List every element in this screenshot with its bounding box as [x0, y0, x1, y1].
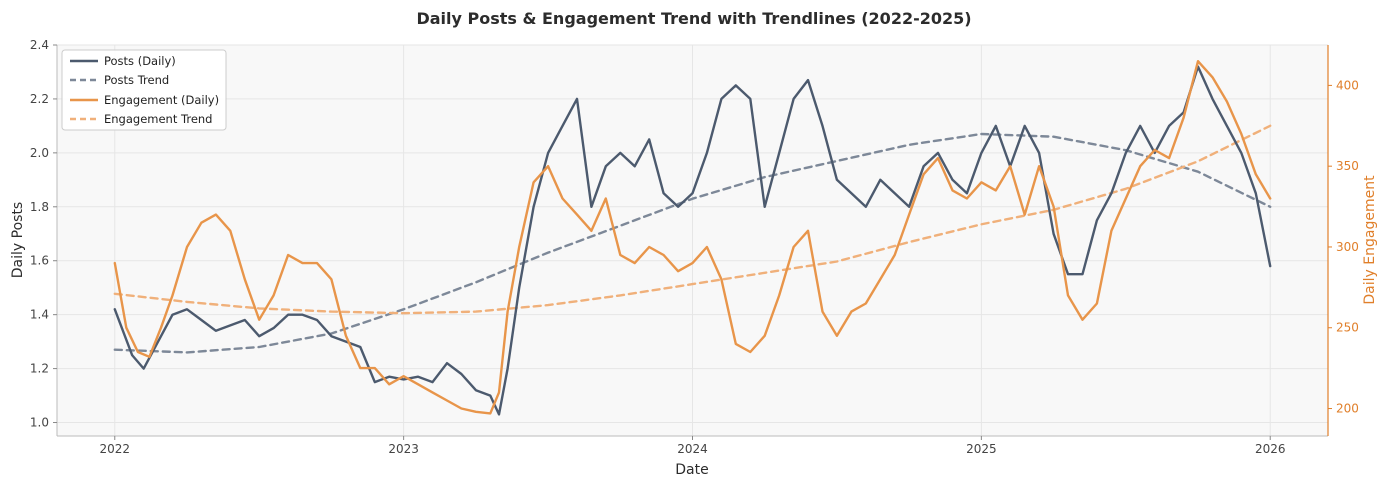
- y-left-tick-label: 2.0: [30, 146, 49, 160]
- legend-label-posts-trend: Posts Trend: [104, 73, 169, 87]
- x-axis-label: Date: [675, 462, 708, 478]
- legend-label-posts: Posts (Daily): [104, 54, 176, 68]
- x-tick-label: 2024: [677, 442, 708, 456]
- posts-daily-line: [113, 65, 1272, 416]
- y-right-tick-label: 350: [1336, 159, 1359, 173]
- posts-trend-line: [113, 132, 1272, 354]
- y-right-tick-label: 200: [1336, 402, 1359, 416]
- legend-label-engagement: Engagement (Daily): [104, 93, 219, 107]
- engagement-daily-line: [113, 60, 1272, 415]
- y-left-tick-label: 1.2: [30, 362, 49, 376]
- engagement-trend-line: [113, 124, 1272, 315]
- y-right-axis-label: Daily Engagement: [1362, 175, 1378, 305]
- y-left-tick-label: 2.2: [30, 92, 49, 106]
- x-tick-label: 2025: [966, 442, 997, 456]
- y-left-tick-label: 1.6: [30, 254, 49, 268]
- y-left-tick-label: 2.4: [30, 38, 49, 52]
- y-right-tick-label: 400: [1336, 78, 1359, 92]
- x-axis-ticks: 2022 2023 2024 2025 2026: [99, 436, 1286, 456]
- series-layer: [113, 60, 1272, 416]
- x-tick-label: 2023: [388, 442, 419, 456]
- gridlines: [57, 44, 1328, 436]
- legend-label-engagement-trend: Engagement Trend: [104, 112, 212, 126]
- y-left-axis-ticks: 1.0 1.2 1.4 1.6 1.8 2.0 2.2 2.4: [30, 38, 57, 430]
- legend-box: [61, 49, 227, 131]
- y-left-tick-label: 1.0: [30, 416, 49, 430]
- y-left-tick-label: 1.8: [30, 200, 49, 214]
- y-right-tick-label: 250: [1336, 321, 1359, 335]
- x-tick-label: 2026: [1255, 442, 1286, 456]
- chart-title: Daily Posts & Engagement Trend with Tren…: [416, 9, 971, 28]
- y-right-axis-ticks: 200 250 300 350 400: [1328, 78, 1359, 416]
- y-right-tick-label: 300: [1336, 240, 1359, 254]
- legend: Posts (Daily) Posts Trend Engagement (Da…: [61, 49, 227, 131]
- x-tick-label: 2022: [99, 442, 130, 456]
- y-left-tick-label: 1.4: [30, 308, 49, 322]
- y-left-axis-label: Daily Posts: [10, 202, 26, 278]
